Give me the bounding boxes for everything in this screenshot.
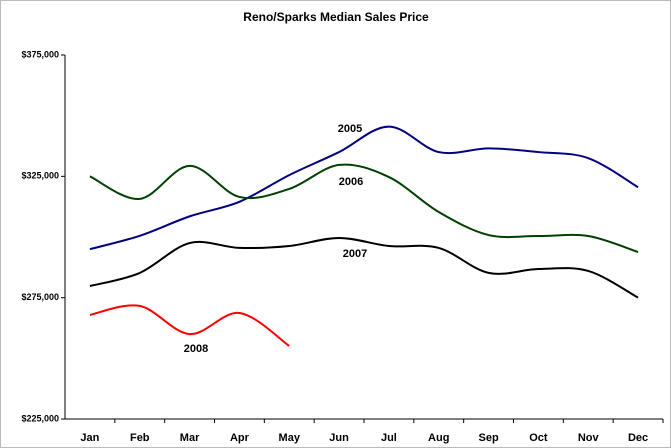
- x-tick-label: Dec: [628, 432, 648, 444]
- x-tick-label: May: [279, 432, 301, 444]
- x-tick-label: Jul: [381, 432, 397, 444]
- x-tick-label: Apr: [230, 432, 250, 444]
- x-tick-label: Mar: [180, 432, 200, 444]
- y-tick-label: $375,000: [21, 49, 59, 59]
- x-tick-label: Nov: [578, 432, 600, 444]
- x-tick-label: Aug: [428, 432, 449, 444]
- series-line: [89, 304, 290, 347]
- series-label: 2008: [184, 343, 208, 355]
- series-label: 2005: [338, 123, 362, 135]
- x-tick-label: Sep: [478, 432, 498, 444]
- y-tick-label: $225,000: [21, 413, 59, 423]
- series-label: 2007: [343, 248, 367, 260]
- series-line: [89, 163, 639, 253]
- y-tick-label: $325,000: [21, 171, 59, 181]
- series-line: [89, 236, 639, 299]
- x-tick-label: Jun: [329, 432, 349, 444]
- series-line: [89, 125, 639, 251]
- series-label: 2006: [339, 176, 363, 188]
- x-tick-label: Jan: [80, 432, 99, 444]
- x-tick-label: Feb: [130, 432, 150, 444]
- y-tick-label: $275,000: [21, 292, 59, 302]
- chart-title: Reno/Sparks Median Sales Price: [243, 10, 429, 24]
- x-tick-label: Oct: [529, 432, 548, 444]
